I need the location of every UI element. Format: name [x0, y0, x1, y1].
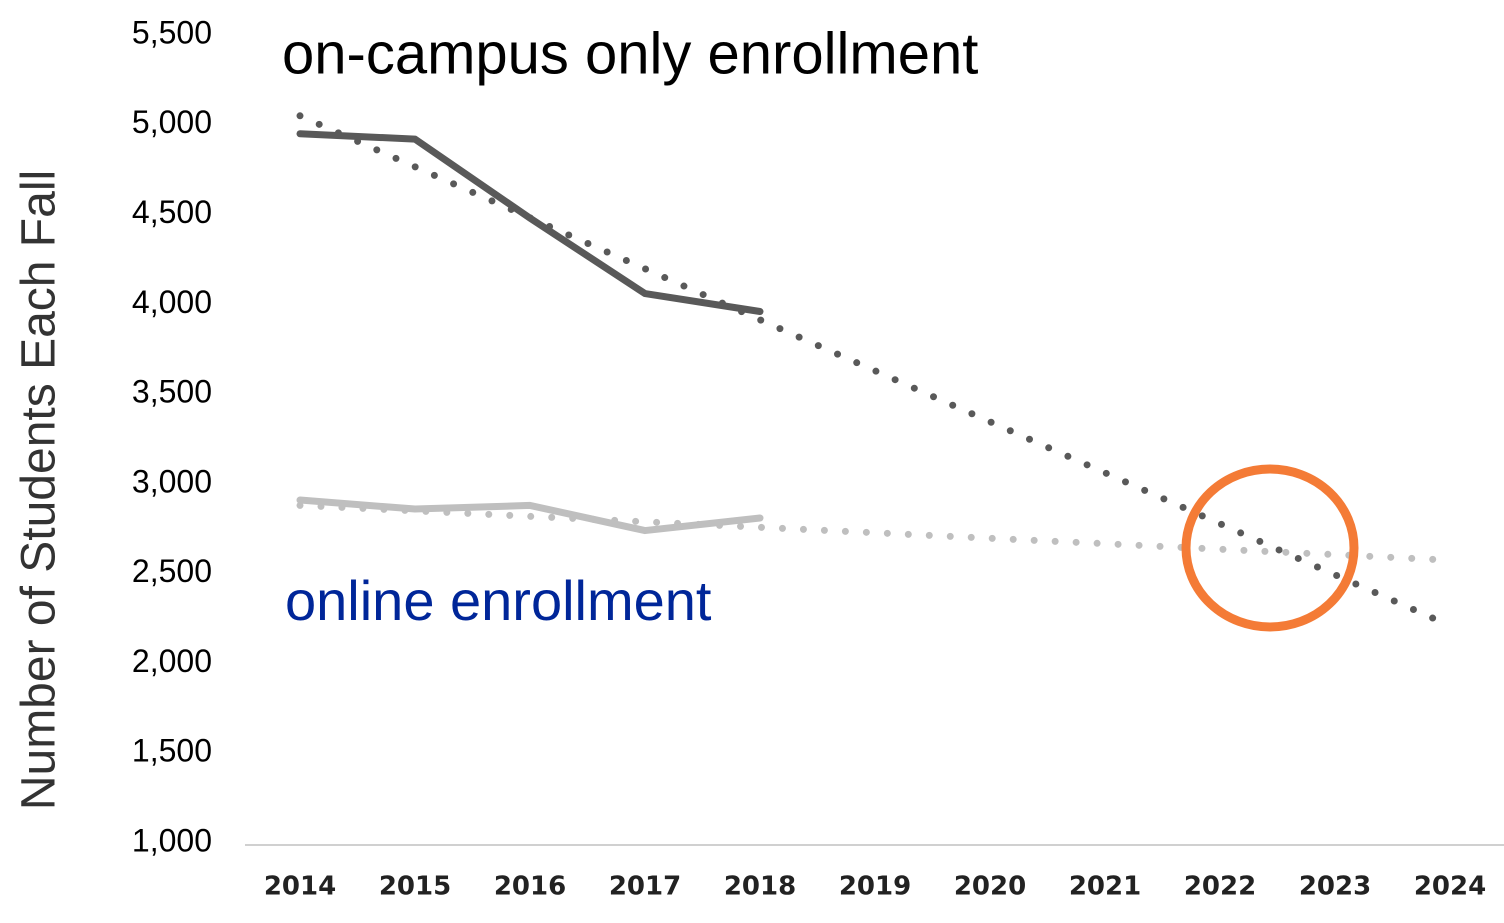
x-tick-label: 2021	[1069, 872, 1141, 902]
annotation: online enrollment	[285, 569, 712, 632]
annotation: on-campus only enrollment	[282, 21, 978, 86]
trend-line	[296, 112, 1454, 630]
y-tick-label: 3,500	[132, 374, 212, 410]
series-line	[296, 496, 764, 535]
y-tick-label: 5,000	[132, 104, 212, 140]
y-axis-title: Number of Students Each Fall	[13, 170, 66, 810]
x-tick-label: 2020	[954, 872, 1026, 902]
trend-line	[296, 501, 1454, 564]
x-tick-label: 2019	[839, 872, 911, 902]
y-tick-label: 3,000	[132, 463, 212, 499]
y-tick-label: 4,000	[132, 284, 212, 320]
x-tick-label: 2018	[724, 872, 796, 902]
y-tick-label: 4,500	[132, 194, 212, 230]
y-tick-label: 5,500	[132, 14, 212, 50]
y-tick-label: 1,000	[132, 822, 212, 858]
series-line	[296, 130, 764, 316]
x-tick-label: 2014	[264, 872, 336, 902]
x-tick-label: 2024	[1414, 872, 1486, 902]
y-tick-label: 2,500	[132, 553, 212, 589]
x-tick-label: 2015	[379, 872, 451, 902]
x-tick-label: 2017	[609, 872, 681, 902]
highlight-circle	[1181, 464, 1359, 632]
x-tick-label: 2022	[1184, 872, 1256, 902]
y-tick-label: 1,500	[132, 733, 212, 769]
x-tick-label: 2016	[494, 872, 566, 902]
x-tick-label: 2023	[1299, 872, 1371, 902]
y-tick-label: 2,000	[132, 643, 212, 679]
